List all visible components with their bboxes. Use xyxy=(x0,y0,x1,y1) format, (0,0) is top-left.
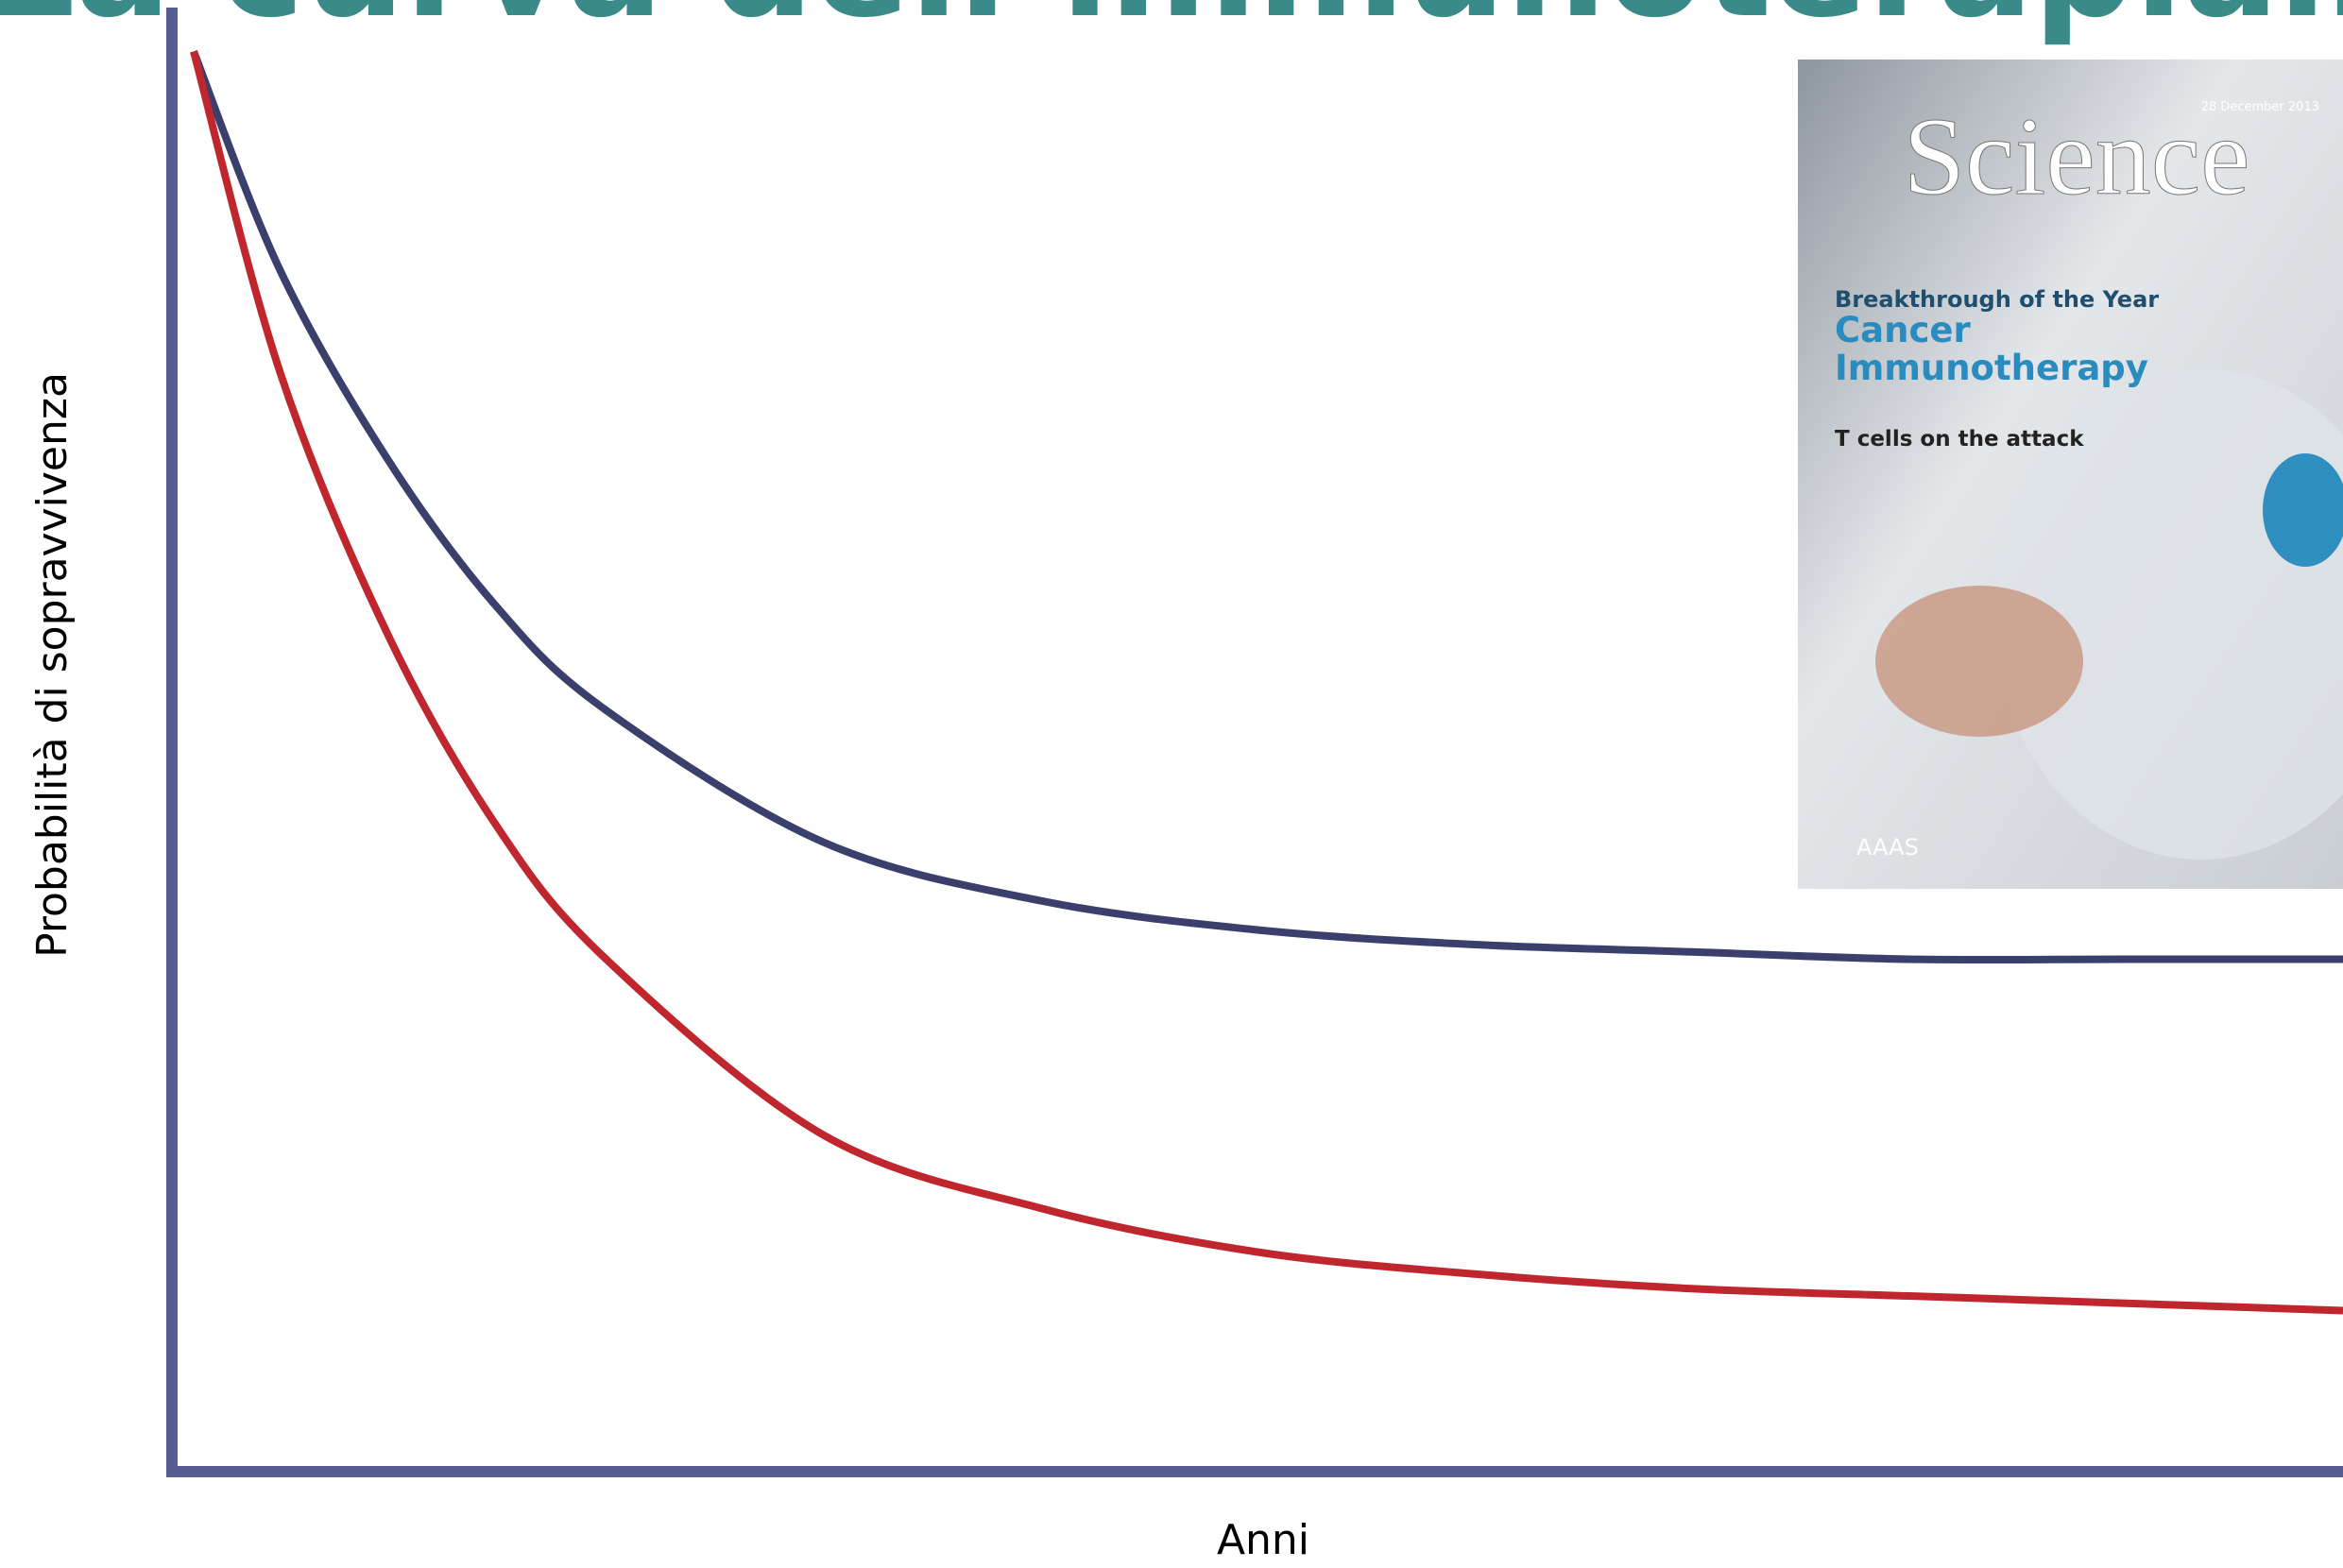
cover-cell xyxy=(1875,586,2083,737)
slide-title: La curva dell’immunoterapia… xyxy=(0,0,2343,49)
y-axis-label: Probabilità di sopravvivenza xyxy=(28,372,77,958)
cover-image: 28 December 2013 Science Breakthrough of… xyxy=(1798,60,2343,889)
x-axis-label: Anni xyxy=(1217,1516,1309,1564)
cover-masthead: Science xyxy=(1904,94,2250,218)
slide: La curva dell’immunoterapia… Anni Probabi… xyxy=(0,0,2343,1568)
cover-kicker: Breakthrough of the Year xyxy=(1835,286,2159,313)
cover-subhead: T cells on the attack xyxy=(1835,427,2084,452)
cover-publisher: AAAS xyxy=(1856,834,1919,861)
